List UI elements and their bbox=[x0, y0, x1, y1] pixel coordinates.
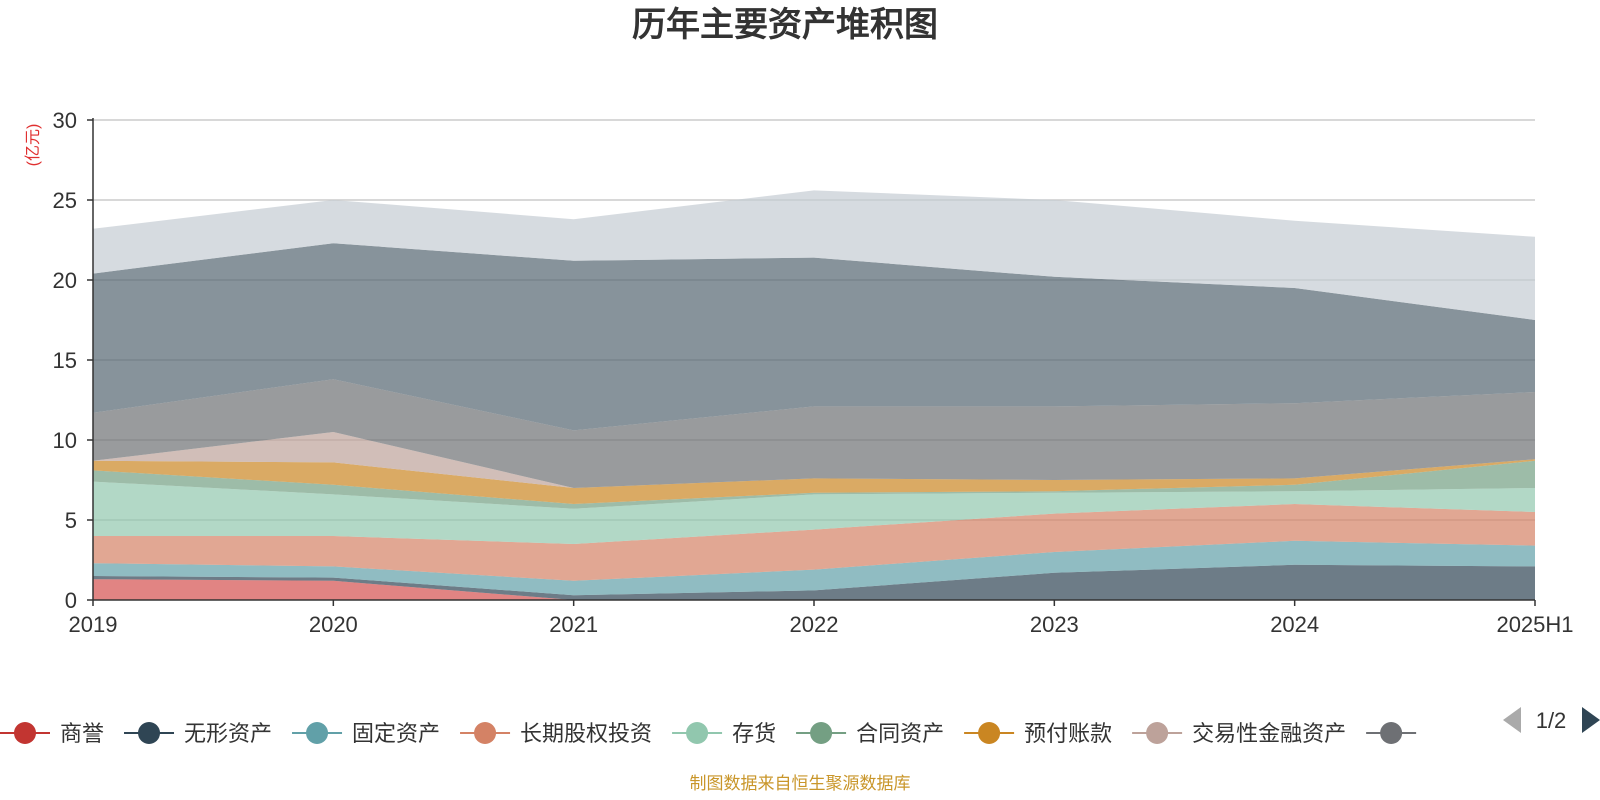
legend-marker bbox=[810, 722, 833, 744]
legend-marker bbox=[1146, 722, 1169, 744]
x-tick-label: 2025H1 bbox=[1496, 612, 1573, 637]
legend-prev-page-icon[interactable] bbox=[1503, 707, 1521, 733]
legend-item[interactable]: 商誉 bbox=[0, 721, 104, 746]
legend-marker bbox=[978, 722, 1001, 744]
area-series-3 bbox=[93, 504, 1535, 581]
legend-label: 交易性金融资产 bbox=[1192, 721, 1346, 746]
area-series-5 bbox=[93, 460, 1535, 509]
y-tick-label: 5 bbox=[65, 508, 77, 533]
area-series-group bbox=[93, 190, 1535, 600]
legend-label: 固定资产 bbox=[352, 721, 440, 746]
x-tick-label: 2024 bbox=[1270, 612, 1319, 637]
legend-next-page-icon[interactable] bbox=[1582, 707, 1600, 733]
legend-label: 商誉 bbox=[60, 721, 104, 746]
legend-item[interactable]: 无形资产 bbox=[124, 721, 272, 746]
area-series-2 bbox=[93, 540, 1535, 596]
x-tick-label: 2019 bbox=[69, 612, 118, 637]
legend-page-indicator: 1/2 bbox=[1536, 708, 1567, 733]
legend-marker bbox=[306, 722, 329, 744]
area-series-10 bbox=[93, 190, 1535, 320]
legend-marker bbox=[138, 722, 161, 744]
y-tick-label: 30 bbox=[53, 108, 77, 133]
x-tick-label: 2023 bbox=[1030, 612, 1079, 637]
y-tick-label: 15 bbox=[53, 348, 77, 373]
legend-marker bbox=[474, 722, 497, 744]
legend-label: 存货 bbox=[732, 721, 776, 746]
area-series-8 bbox=[93, 379, 1535, 488]
area-series-0 bbox=[93, 579, 1535, 600]
data-source-note: 制图数据来自恒生聚源数据库 bbox=[690, 774, 911, 793]
legend-label: 无形资产 bbox=[184, 721, 272, 746]
legend-label: 预付账款 bbox=[1024, 721, 1112, 746]
y-tick-label: 10 bbox=[53, 428, 77, 453]
area-series-9 bbox=[93, 243, 1535, 431]
area-series-6 bbox=[93, 459, 1535, 504]
legend-item[interactable]: 合同资产 bbox=[796, 721, 944, 746]
legend-marker bbox=[14, 722, 36, 744]
area-series-7 bbox=[93, 432, 1535, 488]
legend-item[interactable]: 交易性金融资产 bbox=[1132, 721, 1346, 746]
axes: 0 5 10 15 20 25 30 2019 2020 2021 2022 2023 2024 2025… bbox=[53, 108, 1574, 637]
legend-item[interactable]: 固定资产 bbox=[292, 721, 440, 746]
y-tick-label: 0 bbox=[65, 588, 77, 613]
y-axis-unit-label: (亿元) bbox=[24, 124, 42, 167]
legend-pager: 1/2 bbox=[1503, 707, 1600, 733]
legend-item[interactable]: 长期股权投资 bbox=[460, 721, 652, 746]
legend-item[interactable]: 存货 bbox=[672, 721, 776, 746]
y-tick-label: 20 bbox=[53, 268, 77, 293]
x-tick-label: 2020 bbox=[309, 612, 358, 637]
x-tick-label: 2021 bbox=[549, 612, 598, 637]
legend: 商誉 无形资产 固定资产 长期股权投资 存货 合同资产 预付账款 交易性金融资产 bbox=[0, 721, 1417, 746]
legend-marker bbox=[686, 722, 709, 744]
y-tick-label: 25 bbox=[53, 188, 77, 213]
legend-marker bbox=[1380, 722, 1403, 744]
legend-label: 合同资产 bbox=[856, 721, 944, 746]
legend-label: 长期股权投资 bbox=[520, 721, 652, 746]
x-tick-label: 2022 bbox=[790, 612, 839, 637]
area-series-4 bbox=[93, 481, 1535, 544]
legend-item[interactable]: 预付账款 bbox=[964, 721, 1112, 746]
chart-title: 历年主要资产堆积图 bbox=[632, 6, 938, 44]
legend-item[interactable] bbox=[1366, 722, 1417, 744]
area-series-1 bbox=[93, 564, 1535, 600]
